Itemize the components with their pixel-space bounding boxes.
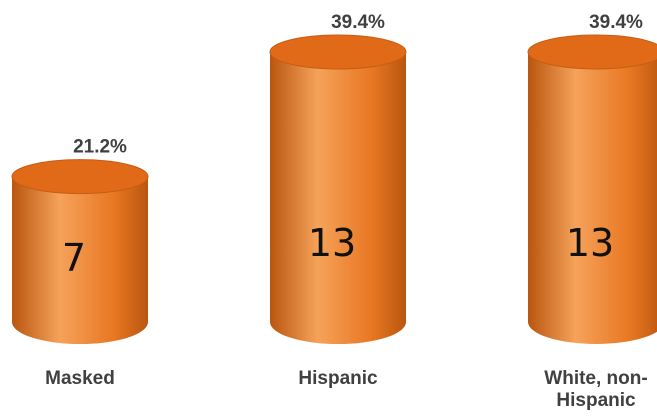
bars-layer: 7 21.2% Masked 13 39.4% Hispanic 13 39.4% White,… bbox=[11, 12, 657, 411]
bar bbox=[528, 52, 657, 344]
bar-group: 13 39.4% White, non-Hispanic bbox=[527, 12, 657, 411]
category-label: Masked bbox=[45, 368, 115, 389]
bar bbox=[12, 176, 148, 344]
category-label: Hispanic bbox=[298, 368, 378, 389]
category-label: White, non-Hispanic bbox=[544, 368, 647, 411]
percent-label: 21.2% bbox=[73, 137, 127, 158]
bar-value-label: 7 bbox=[62, 236, 86, 280]
bar-top bbox=[527, 34, 657, 70]
bar bbox=[270, 52, 406, 344]
percent-label: 39.4% bbox=[331, 12, 385, 33]
bar-top bbox=[269, 34, 407, 70]
bar-group: 13 39.4% Hispanic bbox=[269, 12, 407, 389]
bar-value-label: 13 bbox=[308, 221, 356, 265]
bar-value-label: 13 bbox=[566, 221, 614, 265]
bar-group: 7 21.2% Masked bbox=[11, 137, 149, 389]
percent-label: 39.4% bbox=[589, 12, 643, 33]
bar-top bbox=[11, 159, 149, 195]
